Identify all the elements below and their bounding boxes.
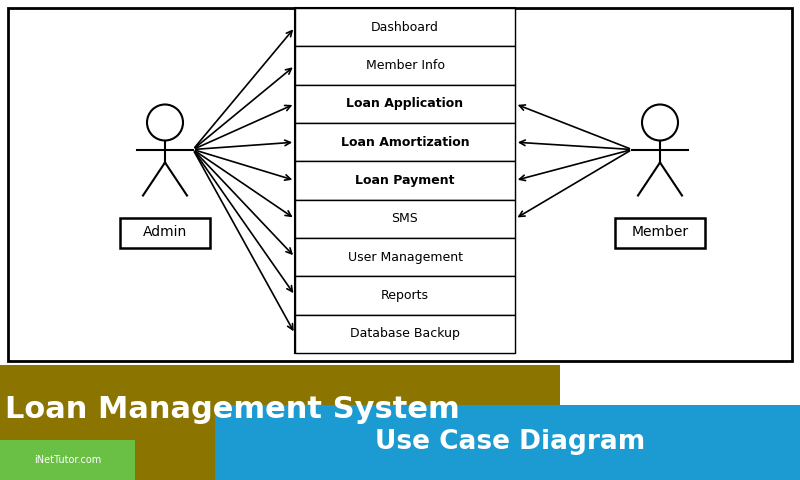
Text: User Management: User Management: [347, 251, 462, 264]
Text: Member Info: Member Info: [366, 59, 445, 72]
Text: Member: Member: [631, 226, 689, 240]
Bar: [0, 365, 560, 480]
Bar: [295, 84, 515, 123]
Bar: [295, 238, 515, 276]
Bar: [295, 161, 515, 200]
Bar: [295, 123, 515, 161]
Bar: [295, 200, 515, 238]
Bar: [295, 47, 515, 84]
Bar: [0, 440, 135, 480]
Bar: [295, 315, 515, 353]
Bar: [120, 217, 210, 248]
Text: SMS: SMS: [392, 212, 418, 225]
Bar: [295, 8, 515, 353]
Bar: [295, 276, 515, 315]
Text: Admin: Admin: [143, 226, 187, 240]
Text: Loan Management System: Loan Management System: [5, 396, 460, 424]
Bar: [215, 405, 800, 480]
Text: iNetTutor.com: iNetTutor.com: [34, 455, 102, 465]
Text: Dashboard: Dashboard: [371, 21, 439, 34]
Bar: [615, 217, 705, 248]
Bar: [8, 8, 792, 361]
Bar: [295, 8, 515, 47]
Text: Loan Application: Loan Application: [346, 97, 463, 110]
Text: Loan Amortization: Loan Amortization: [341, 136, 470, 149]
Text: Use Case Diagram: Use Case Diagram: [375, 429, 645, 455]
Text: Reports: Reports: [381, 289, 429, 302]
Text: Loan Payment: Loan Payment: [355, 174, 454, 187]
Text: Database Backup: Database Backup: [350, 327, 460, 340]
